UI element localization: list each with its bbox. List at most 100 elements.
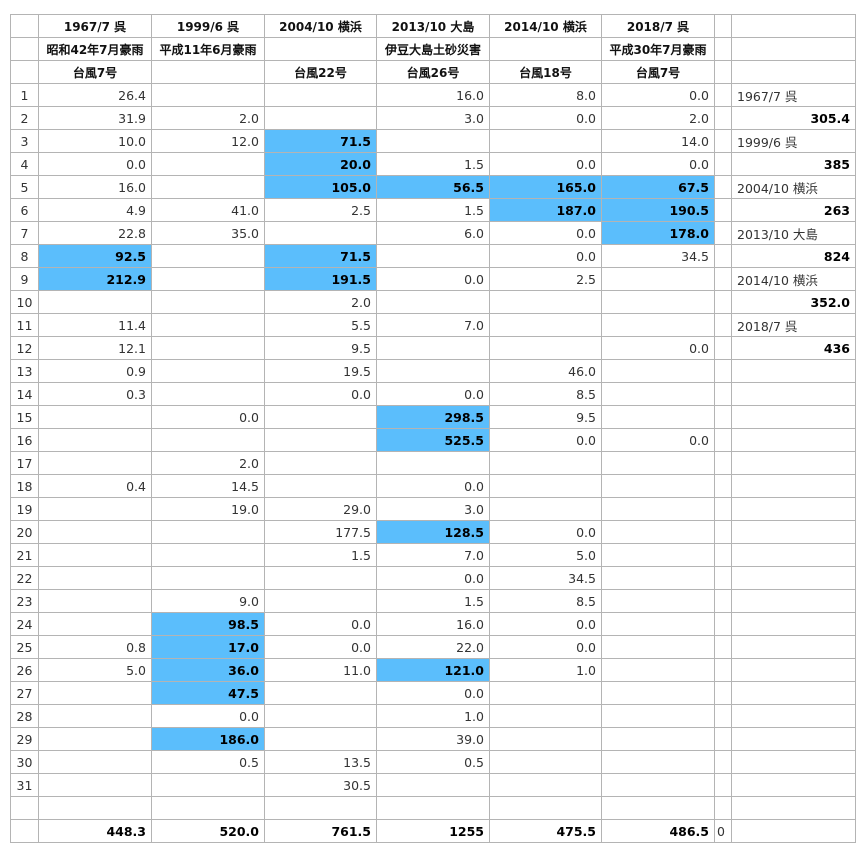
rainfall-cell[interactable] [601, 704, 715, 728]
day-number-cell[interactable]: 25 [10, 635, 39, 659]
day-number-cell[interactable]: 11 [10, 313, 39, 337]
highlighted-rainfall-cell[interactable]: 128.5 [376, 520, 490, 544]
empty-cell[interactable] [714, 704, 732, 728]
total-cell[interactable]: 1255 [376, 819, 490, 843]
rainfall-cell[interactable]: 8.5 [489, 589, 602, 613]
day-number-cell[interactable]: 18 [10, 474, 39, 498]
rainfall-cell[interactable]: 0.0 [264, 382, 377, 406]
empty-cell[interactable] [714, 336, 732, 360]
rainfall-cell[interactable]: 5.0 [489, 543, 602, 567]
rainfall-cell[interactable]: 46.0 [489, 359, 602, 383]
empty-cell[interactable] [714, 175, 732, 199]
day-number-cell[interactable]: 26 [10, 658, 39, 682]
highlighted-rainfall-cell[interactable]: 165.0 [489, 175, 602, 199]
column-header-cell[interactable]: 台風7号 [38, 60, 152, 84]
highlighted-rainfall-cell[interactable]: 56.5 [376, 175, 490, 199]
rainfall-cell[interactable] [151, 175, 265, 199]
rainfall-cell[interactable] [151, 336, 265, 360]
rainfall-cell[interactable] [601, 382, 715, 406]
rainfall-cell[interactable]: 7.0 [376, 543, 490, 567]
empty-cell[interactable] [601, 796, 715, 820]
day-number-cell[interactable]: 21 [10, 543, 39, 567]
rainfall-cell[interactable] [38, 612, 152, 636]
total-cell[interactable]: 486.5 [601, 819, 715, 843]
column-header-cell[interactable]: 台風18号 [489, 60, 602, 84]
highlighted-rainfall-cell[interactable]: 298.5 [376, 405, 490, 429]
rainfall-cell[interactable]: 34.5 [489, 566, 602, 590]
rainfall-cell[interactable]: 0.0 [489, 221, 602, 245]
rainfall-cell[interactable] [38, 543, 152, 567]
rainfall-cell[interactable]: 0.0 [601, 336, 715, 360]
day-number-cell[interactable]: 2 [10, 106, 39, 130]
empty-cell[interactable] [714, 313, 732, 337]
day-number-cell[interactable]: 5 [10, 175, 39, 199]
total-cell[interactable]: 761.5 [264, 819, 377, 843]
rainfall-cell[interactable] [601, 566, 715, 590]
summary-value-cell[interactable]: 305.4 [731, 106, 856, 130]
column-header-cell[interactable]: 平成11年6月豪雨 [151, 37, 265, 61]
rainfall-cell[interactable] [38, 589, 152, 613]
summary-label-cell[interactable]: 2018/7 呉 [731, 313, 856, 337]
summary-value-cell[interactable]: 824 [731, 244, 856, 268]
rainfall-cell[interactable]: 19.0 [151, 497, 265, 521]
rainfall-cell[interactable] [489, 750, 602, 774]
rainfall-cell[interactable]: 31.9 [38, 106, 152, 130]
empty-cell[interactable] [731, 60, 856, 84]
rainfall-cell[interactable]: 0.0 [489, 106, 602, 130]
rainfall-cell[interactable]: 0.0 [489, 244, 602, 268]
column-header-cell[interactable]: 台風22号 [264, 60, 377, 84]
column-header-cell[interactable]: 2018/7 呉 [601, 14, 715, 38]
empty-cell[interactable] [264, 796, 377, 820]
highlighted-rainfall-cell[interactable]: 17.0 [151, 635, 265, 659]
rainfall-cell[interactable] [151, 543, 265, 567]
rainfall-cell[interactable]: 8.5 [489, 382, 602, 406]
rainfall-cell[interactable] [38, 405, 152, 429]
rainfall-cell[interactable]: 0.0 [38, 152, 152, 176]
empty-cell[interactable] [38, 796, 152, 820]
rainfall-cell[interactable] [151, 566, 265, 590]
day-number-cell[interactable]: 13 [10, 359, 39, 383]
summary-label-cell[interactable] [731, 773, 856, 797]
rainfall-cell[interactable]: 12.0 [151, 129, 265, 153]
empty-cell[interactable] [714, 589, 732, 613]
rainfall-cell[interactable] [151, 267, 265, 291]
empty-cell[interactable] [714, 221, 732, 245]
empty-cell[interactable] [714, 543, 732, 567]
empty-cell[interactable] [10, 819, 39, 843]
rainfall-cell[interactable] [38, 497, 152, 521]
highlighted-rainfall-cell[interactable]: 190.5 [601, 198, 715, 222]
rainfall-cell[interactable] [38, 681, 152, 705]
rainfall-cell[interactable] [601, 359, 715, 383]
day-number-cell[interactable]: 8 [10, 244, 39, 268]
empty-cell[interactable] [714, 83, 732, 107]
rainfall-cell[interactable] [151, 520, 265, 544]
rainfall-cell[interactable] [151, 290, 265, 314]
empty-cell[interactable] [714, 382, 732, 406]
highlighted-rainfall-cell[interactable]: 121.0 [376, 658, 490, 682]
rainfall-cell[interactable]: 39.0 [376, 727, 490, 751]
summary-label-cell[interactable]: 2013/10 大島 [731, 221, 856, 245]
rainfall-cell[interactable] [489, 727, 602, 751]
empty-cell[interactable] [731, 14, 856, 38]
column-header-cell[interactable]: 台風26号 [376, 60, 490, 84]
day-number-cell[interactable]: 1 [10, 83, 39, 107]
rainfall-cell[interactable]: 3.0 [376, 497, 490, 521]
rainfall-cell[interactable]: 9.5 [264, 336, 377, 360]
rainfall-cell[interactable] [264, 405, 377, 429]
empty-cell[interactable] [714, 198, 732, 222]
rainfall-cell[interactable]: 1.5 [376, 589, 490, 613]
rainfall-cell[interactable] [151, 152, 265, 176]
summary-value-cell[interactable]: 385 [731, 152, 856, 176]
highlighted-rainfall-cell[interactable]: 36.0 [151, 658, 265, 682]
rainfall-cell[interactable] [151, 382, 265, 406]
rainfall-cell[interactable]: 0.0 [376, 566, 490, 590]
highlighted-rainfall-cell[interactable]: 47.5 [151, 681, 265, 705]
column-header-cell[interactable]: 1999/6 呉 [151, 14, 265, 38]
empty-cell[interactable] [714, 681, 732, 705]
highlighted-rainfall-cell[interactable]: 92.5 [38, 244, 152, 268]
rainfall-cell[interactable]: 10.0 [38, 129, 152, 153]
summary-label-cell[interactable] [731, 566, 856, 590]
extra-total-cell[interactable]: 0 [714, 819, 732, 843]
highlighted-rainfall-cell[interactable]: 191.5 [264, 267, 377, 291]
rainfall-cell[interactable] [38, 566, 152, 590]
